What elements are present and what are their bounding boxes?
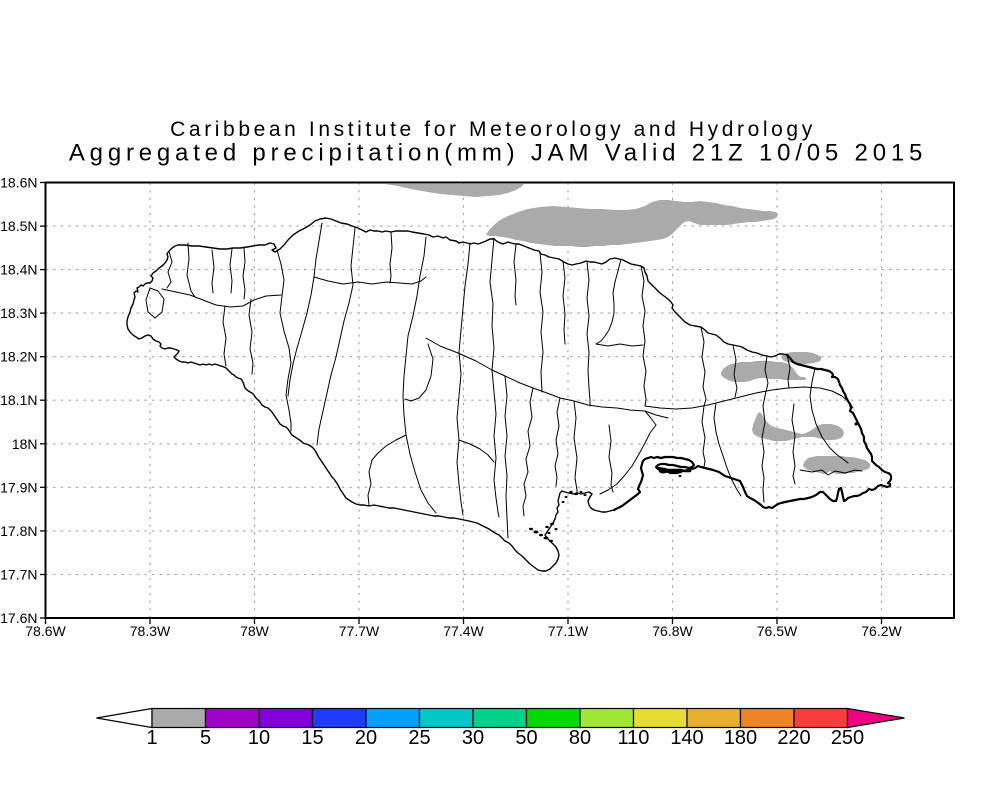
- svg-text:76.8W: 76.8W: [652, 623, 693, 639]
- svg-text:30: 30: [462, 727, 484, 749]
- svg-text:25: 25: [408, 727, 430, 749]
- svg-text:220: 220: [777, 727, 810, 749]
- svg-text:77.1W: 77.1W: [548, 623, 589, 639]
- svg-text:76.5W: 76.5W: [757, 623, 798, 639]
- svg-text:Caribbean Institute for Meteor: Caribbean Institute for Meteorology and …: [170, 118, 816, 141]
- svg-text:Aggregated precipitation(mm) J: Aggregated precipitation(mm) JAM Valid 2…: [69, 140, 927, 167]
- svg-text:77.7W: 77.7W: [339, 623, 380, 639]
- svg-text:110: 110: [618, 727, 650, 749]
- svg-text:1: 1: [146, 727, 157, 749]
- svg-text:20: 20: [355, 727, 377, 749]
- svg-text:5: 5: [200, 727, 211, 749]
- svg-text:78W: 78W: [240, 623, 270, 639]
- svg-text:250: 250: [831, 727, 864, 749]
- svg-text:10: 10: [248, 727, 270, 749]
- svg-text:50: 50: [515, 727, 537, 749]
- svg-text:78.6W: 78.6W: [25, 623, 66, 639]
- svg-text:77.4W: 77.4W: [443, 623, 484, 639]
- svg-text:80: 80: [569, 727, 591, 749]
- svg-text:76.2W: 76.2W: [861, 623, 902, 639]
- svg-text:18.5N: 18.5N: [0, 218, 37, 234]
- svg-text:17.6N: 17.6N: [0, 610, 37, 626]
- svg-text:17.9N: 17.9N: [0, 479, 37, 495]
- svg-text:18.2N: 18.2N: [0, 349, 37, 365]
- svg-text:18.3N: 18.3N: [0, 305, 37, 321]
- svg-text:18.1N: 18.1N: [0, 392, 37, 408]
- svg-text:17.8N: 17.8N: [0, 523, 37, 539]
- svg-text:78.3W: 78.3W: [130, 623, 171, 639]
- svg-text:18.6N: 18.6N: [0, 175, 37, 191]
- svg-text:18.4N: 18.4N: [0, 262, 37, 278]
- svg-text:140: 140: [670, 727, 703, 749]
- svg-text:180: 180: [724, 727, 757, 749]
- svg-text:15: 15: [301, 727, 323, 749]
- svg-text:18N: 18N: [12, 436, 38, 452]
- svg-text:17.7N: 17.7N: [0, 567, 37, 583]
